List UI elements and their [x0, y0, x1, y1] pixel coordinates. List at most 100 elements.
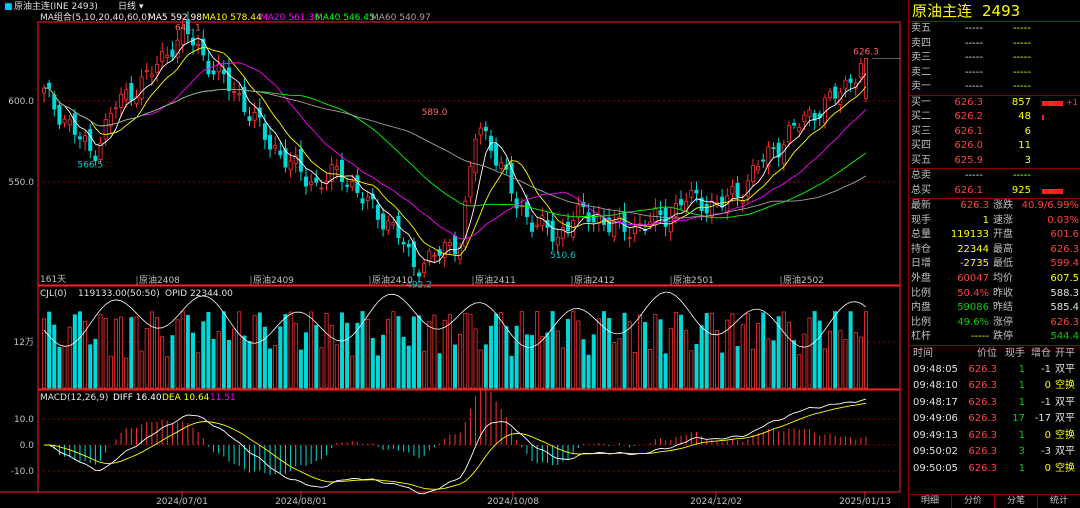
tick-price: 626.3 — [968, 363, 997, 375]
volume-bar — [88, 344, 93, 389]
candle — [632, 226, 637, 235]
volume-bar — [560, 347, 565, 389]
candle — [314, 177, 319, 183]
volume-bar — [216, 331, 221, 389]
contract-marker-label: 原油2501 — [673, 274, 714, 286]
tick-type: 双平 — [1055, 363, 1075, 375]
quote-value: 588.3 — [1050, 287, 1079, 299]
volume-bar — [581, 339, 586, 389]
tab-0[interactable]: 明细 — [909, 495, 952, 508]
volume-bar — [632, 352, 637, 389]
volume-bar — [339, 312, 344, 389]
opid-value: OPID 22344.00 — [165, 289, 233, 299]
candle — [88, 129, 93, 152]
volume-bar — [494, 313, 499, 389]
volume-bar — [797, 354, 802, 389]
candle — [62, 118, 67, 124]
bid-level-4: 买四 626.0 11 — [909, 139, 1080, 154]
candle — [77, 136, 82, 140]
tab-2[interactable]: 分笔 — [995, 495, 1038, 508]
volume-bar — [858, 336, 863, 389]
cjl-values: 119133.00(50:50) — [78, 289, 160, 299]
quote-label: 最高 — [993, 243, 1013, 255]
volume-bar — [452, 344, 457, 389]
volume-bar — [170, 335, 175, 389]
tab-3[interactable]: 统计 — [1038, 495, 1080, 508]
kline-chart-area[interactable]: ■ 原油主连(INE 2493) 日线 ▾ MA组合(5,10,20,40,60,0) M… — [0, 0, 908, 508]
volume-bar — [211, 338, 216, 389]
volume-bar — [319, 347, 324, 389]
macd-diff: DIFF 16.40 — [113, 393, 162, 403]
bid-level-3: 买三 626.1 6 — [909, 125, 1080, 140]
candle — [571, 220, 576, 238]
volume-bar — [555, 330, 560, 389]
tick-row[interactable]: 09:49:06 626.3 17 -17 双平 — [909, 411, 1080, 428]
candle — [401, 241, 406, 245]
tick-row[interactable]: 09:49:13 626.3 1 0 空换 — [909, 428, 1080, 445]
volume-bar — [447, 314, 452, 389]
volume-bar — [201, 321, 206, 389]
quote-row: 最新 626.3 涨跌 40.9/6.99% — [909, 199, 1080, 214]
quote-panel-title: 原油主连 2493 — [909, 0, 1080, 22]
macd-axis-label: -10.0 — [11, 467, 35, 477]
tick-row[interactable]: 09:50:05 626.3 1 0 空换 — [909, 461, 1080, 478]
volume-bar — [370, 338, 375, 389]
tick-qty: 1 — [1018, 363, 1025, 375]
tick-row[interactable]: 09:48:10 626.3 1 0 空换 — [909, 378, 1080, 395]
candle — [221, 69, 226, 75]
tick-row[interactable]: 09:48:05 626.3 1 -1 双平 — [909, 362, 1080, 379]
price-axis-label: 550.0 — [8, 178, 34, 188]
tick-row[interactable]: 09:48:17 626.3 1 -1 双平 — [909, 395, 1080, 412]
quote-value: 601.6 — [1050, 229, 1079, 241]
candle — [190, 37, 195, 46]
tick-time: 09:48:17 — [913, 396, 958, 408]
volume-bar — [381, 334, 386, 389]
volume-bar — [309, 311, 314, 389]
level-label: 买五 — [911, 154, 931, 166]
candle — [345, 184, 350, 187]
volume-bar — [108, 355, 113, 389]
candle — [658, 210, 663, 215]
volume-bar — [586, 354, 591, 389]
volume-bar — [643, 321, 648, 389]
tick-col-header: 增仓 — [1031, 347, 1051, 359]
tick-type: 双平 — [1055, 446, 1075, 458]
volume-bar — [684, 329, 689, 389]
candle — [83, 135, 88, 143]
level-label: 卖二 — [911, 66, 931, 78]
tick-price: 626.3 — [968, 446, 997, 458]
ma-legend-label: MA组合(5,10,20,40,60,0) — [40, 11, 151, 23]
ma60-line — [43, 87, 867, 219]
volume-bar — [725, 319, 730, 389]
level-volume: ----- — [1012, 66, 1031, 78]
candle — [776, 142, 781, 158]
tick-table[interactable]: 09:48:05 626.3 1 -1 双平 09:48:10 626.3 1 0 空换 09:48… — [909, 362, 1080, 478]
candle — [226, 67, 231, 92]
order-totals: 总卖 ----- ----- 总买 626.1 925 — [909, 169, 1080, 198]
kline-chart-svg[interactable]: ■ 原油主连(INE 2493) 日线 ▾MA组合(5,10,20,40,60,0)M… — [0, 0, 908, 508]
level-volume: 6 — [1024, 125, 1031, 137]
candle — [720, 196, 725, 208]
contract-marker-label: 原油2412 — [574, 274, 615, 286]
volume-bar — [242, 335, 247, 389]
instrument-title: 原油主连(INE 2493) — [14, 0, 98, 12]
candle — [360, 198, 365, 204]
level-price: 625.9 — [954, 154, 983, 166]
tick-price: 626.3 — [968, 429, 997, 441]
quote-value: 59086 — [957, 302, 989, 314]
candle — [242, 86, 247, 113]
candle — [288, 160, 293, 171]
level-price: 626.3 — [954, 96, 983, 108]
macd-axis-label: 0.0 — [20, 441, 35, 451]
candle — [103, 119, 108, 140]
candle — [771, 147, 776, 150]
tab-1[interactable]: 分价 — [952, 495, 995, 508]
tick-col-header: 时间 — [913, 347, 933, 359]
tick-row[interactable]: 09:50:02 626.3 3 -3 双平 — [909, 444, 1080, 461]
contract-marker-label: 原油2409 — [253, 274, 294, 286]
candle — [391, 222, 396, 226]
level-label: 买二 — [911, 111, 931, 122]
volume-bar — [52, 324, 57, 389]
quote-value: 626.3 — [1050, 316, 1079, 328]
quote-value: 544.4 — [1050, 331, 1079, 343]
